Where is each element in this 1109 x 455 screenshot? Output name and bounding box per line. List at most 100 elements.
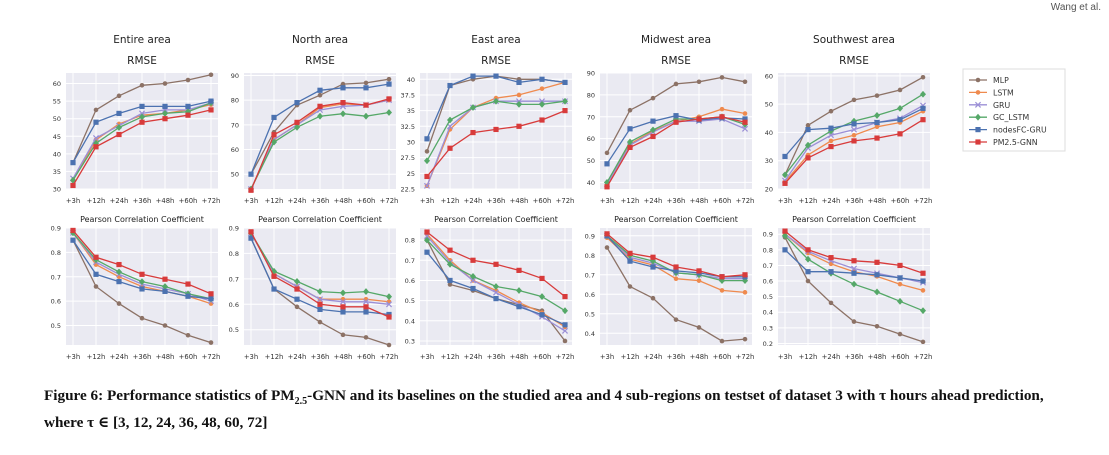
midwest-area-rmse-series-mlp-point (696, 79, 702, 85)
southwest-area-rmse-series-mlp-point (805, 123, 811, 128)
east-area-rmse-series-gc-lstm-point (447, 116, 453, 124)
southwest-area-pcc-series-nodesfc-gru-point (851, 270, 857, 276)
east-area-rmse-ytick-label: 22.5 (401, 186, 415, 194)
east-area-rmse-series-gc-lstm-point (539, 100, 545, 108)
entire-area-rmse-series-nodesfc-gru-point (93, 119, 99, 125)
north-area-rmse-series-gc-lstm-point (363, 112, 369, 120)
east-area-pcc-ytick-label: 0.5 (405, 297, 415, 305)
southwest-area-rmse-chart: 20 30 40 50 60 +3h +12h +24h +36h +48h +60h +72h Sou… (765, 34, 933, 205)
east-area-pcc-xtick-label: +48h (510, 353, 529, 361)
midwest-area-rmse-xtick-label: +3h (600, 197, 614, 205)
entire-area-pcc-ytick-label: 0.5 (51, 322, 61, 330)
southwest-area-pcc-series-pm2-5-gnn-point (828, 255, 834, 261)
midwest-area-rmse-series-nodesfc-gru-point (604, 161, 610, 167)
midwest-area-rmse-series-gc-lstm-point (604, 179, 610, 186)
entire-area-pcc-series-mlp-point (116, 301, 122, 306)
east-area-pcc-series-nodesfc-gru-point (516, 304, 522, 310)
midwest-area-rmse-series-lstm-point (742, 111, 748, 116)
north-area-pcc-series-nodesfc-gru-point (363, 309, 369, 315)
east-area-pcc-series-pm2-5-gnn-point (539, 275, 545, 282)
southwest-area-pcc-ytick-label: 0.5 (763, 293, 773, 301)
midwest-area-pcc-series-pm2-5-gnn-point (650, 254, 656, 260)
legend-item-gc-lstm-marker (975, 113, 981, 121)
southwest-area-pcc-series-lstm-point (897, 281, 903, 287)
midwest-area-rmse-xtick-label: +24h (644, 197, 663, 205)
midwest-area-pcc-xtick-label: +60h (713, 353, 732, 361)
east-area-pcc-series-pm2-5-gnn-point (516, 267, 522, 273)
southwest-area-rmse-title: RMSE (839, 55, 869, 67)
north-area-pcc-series-mlp-point (294, 304, 300, 310)
southwest-area-pcc-xtick-label: +3h (778, 353, 792, 361)
north-area-rmse-ytick-label: 70 (231, 121, 239, 129)
east-area-rmse-series-nodesfc-gru-point (539, 76, 545, 82)
north-area-pcc-series-gru-point (316, 296, 324, 303)
midwest-area-pcc-series-pm2-5-gnn-point (742, 272, 748, 278)
midwest-area-pcc-series-mlp-point (627, 284, 633, 289)
east-area-rmse-series-gru-point (446, 123, 454, 130)
north-area-rmse-series-pm2-5-gnn-point (340, 100, 346, 106)
north-area-rmse-ytick-label: 60 (231, 146, 239, 154)
north-area-pcc-series-pm2-5-gnn-point (294, 286, 300, 292)
north-area-rmse-xtick-label: +48h (334, 197, 353, 205)
east-area-rmse-ytick-label: 35 (407, 107, 415, 115)
east-area-rmse-series-lstm-point (516, 92, 522, 98)
southwest-area-pcc-ytick-label: 0.9 (763, 231, 773, 239)
southwest-area-rmse-series-mlp-point (897, 87, 903, 93)
north-area-pcc-xtick-label: +72h (380, 353, 399, 361)
east-area-pcc-series-nodesfc-gru-point (493, 296, 499, 302)
east-area-pcc-series-gc-lstm-point (424, 236, 430, 244)
entire-area-pcc-ytick-label: 0.7 (51, 273, 61, 281)
east-area-rmse-series-nodesfc-gru-point (470, 73, 476, 79)
north-area-rmse-ytick-label: 50 (231, 171, 239, 179)
legend-item-gru-label: GRU (993, 101, 1010, 110)
southwest-area-rmse-ytick-label: 20 (765, 186, 773, 194)
midwest-area-rmse-series-pm2-5-gnn-point (742, 119, 748, 125)
north-area-pcc-xtick-label: +24h (288, 353, 307, 361)
southwest-area-rmse-series-gc-lstm-point (782, 171, 788, 179)
north-area-rmse-xtick-label: +12h (265, 197, 284, 205)
southwest-area-pcc-series-gc-lstm-point (805, 255, 811, 263)
north-area-rmse-xtick-label: +72h (380, 197, 399, 205)
southwest-area-pcc-series-mlp-point (874, 323, 880, 329)
southwest-area-pcc-series-mlp-point (828, 300, 834, 306)
entire-area-pcc-series-nodesfc-gru-point (70, 237, 76, 243)
midwest-area-rmse-series-nodesfc-gru-point (627, 126, 633, 132)
east-area-pcc-xtick-label: +12h (441, 353, 460, 361)
north-area-pcc-series-gc-lstm-point (386, 293, 392, 301)
midwest-area-rmse-region-title: Midwest area (641, 34, 711, 46)
entire-area-pcc-ytick-label: 0.8 (51, 249, 61, 257)
entire-area-rmse-series-pm2-5-gnn-point (70, 182, 76, 189)
north-area-rmse-region-title: North area (292, 34, 348, 46)
east-area-pcc-series-pm2-5-gnn-point (470, 257, 476, 263)
southwest-area-pcc-series-gc-lstm-point (851, 280, 857, 288)
midwest-area-rmse-series-mlp-point (604, 150, 610, 156)
midwest-area-rmse-title: RMSE (661, 55, 691, 67)
north-area-pcc-series-pm2-5-gnn-point (340, 304, 346, 310)
southwest-area-pcc-series-pm2-5-gnn-point (897, 262, 903, 269)
entire-area-rmse-series-pm2-5-gnn-point (116, 131, 122, 138)
midwest-area-pcc-series-lstm-point (673, 276, 679, 282)
southwest-area-rmse-series-mlp-point (874, 93, 880, 98)
north-area-pcc-chart: 0.5 0.6 0.7 0.8 0.9 +3h +12h +24h +36h +48h +60h +7… (229, 215, 399, 361)
north-area-rmse-series-gc-lstm-point (317, 112, 323, 120)
legend: MLP LSTM GRU GC_LSTM nodesFC-GRU PM2.5-GNN (962, 68, 1066, 152)
entire-area-rmse-ytick-label: 40 (53, 150, 61, 158)
southwest-area-rmse-series-nodesfc-gru-point (897, 117, 903, 123)
north-area-rmse-series-mlp-point (363, 80, 369, 86)
southwest-area-pcc-series-gc-lstm-point (920, 307, 926, 315)
southwest-area-pcc-series-gc-lstm-point (897, 297, 903, 305)
entire-area-rmse-series-mlp-point (116, 93, 122, 99)
southwest-area-pcc-series-gc-lstm-point (782, 232, 788, 240)
north-area-rmse-series-gc-lstm-point (386, 109, 392, 116)
entire-area-pcc-xtick-label: +36h (133, 353, 152, 361)
southwest-area-pcc-series-mlp-point (897, 331, 903, 337)
east-area-pcc-chart: 0.3 0.4 0.5 0.6 0.7 0.8 +3h +12h +24h +36h +48h +60… (405, 215, 575, 361)
entire-area-pcc-series-pm2-5-gnn-point (185, 281, 191, 287)
southwest-area-pcc-series-pm2-5-gnn-point (874, 259, 880, 265)
entire-area-rmse-series-nodesfc-gru-point (116, 110, 122, 117)
entire-area-pcc-series-gc-lstm-point (116, 268, 122, 276)
southwest-area-pcc-xtick-label: +24h (822, 353, 841, 361)
midwest-area-rmse-ytick-label: 70 (587, 113, 595, 121)
entire-area-pcc-title: Pearson Correlation Coefficient (80, 215, 204, 224)
legend-item-mlp-label: MLP (993, 76, 1009, 85)
